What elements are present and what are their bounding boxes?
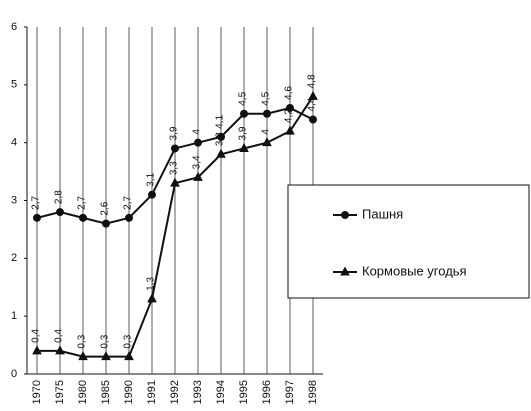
data-label: 4,1 [215,115,226,129]
x-tick-label: 1996 [261,380,273,404]
data-point [170,177,180,187]
y-tick-label: 6 [11,21,17,33]
data-label: 2,7 [31,196,42,210]
data-point [148,190,156,199]
data-point [285,125,295,135]
x-tick-label: 1998 [307,380,319,404]
data-point [56,208,64,217]
data-label: 4,8 [307,74,318,88]
x-tick-label: 1992 [169,380,181,404]
data-point [55,345,65,355]
data-point [309,115,317,124]
x-tick-label: 1995 [238,380,250,404]
data-label: 4,4 [307,97,318,111]
data-point [263,109,271,118]
data-label: 3,1 [146,172,157,186]
x-tick-label: 1975 [54,380,66,404]
data-label: 3,9 [238,126,249,140]
legend-marker [341,211,349,219]
data-label: 3,9 [169,126,180,140]
data-point [240,109,248,118]
x-tick-label: 1990 [123,380,135,404]
data-point [32,345,42,355]
data-point [147,293,157,303]
data-label: 4,5 [261,91,272,105]
data-point [194,138,202,147]
legend-marker [340,266,350,276]
data-label: 1,3 [146,276,157,290]
legend-box [287,184,530,299]
data-label: 3,4 [192,155,203,169]
data-point [101,351,111,361]
data-label: 0,3 [77,334,88,348]
data-point [79,213,87,222]
data-label: 4,2 [284,109,295,123]
y-tick-label: 5 [11,79,17,91]
x-tick-label: 1997 [284,380,296,404]
data-point [193,171,203,181]
data-label: 4 [261,129,272,135]
data-point [124,351,134,361]
y-tick-label: 0 [11,368,17,380]
x-tick-label: 1994 [215,380,227,404]
data-point [216,148,226,158]
x-tick-label: 1980 [77,380,89,404]
y-tick-label: 3 [11,194,17,206]
x-tick-label: 1985 [100,380,112,404]
data-label: 3,8 [215,132,226,146]
legend-text: Пашня [362,206,403,221]
data-point [171,144,179,153]
data-point [239,142,249,152]
data-label: 2,7 [77,196,88,210]
data-point [217,132,225,141]
data-point [33,213,41,222]
x-tick-label: 1970 [31,380,43,404]
y-tick-label: 1 [11,310,17,322]
legend-text: Кормовые угодья [362,263,467,278]
data-label: 3,3 [169,161,180,175]
data-label: 2,8 [54,190,65,204]
data-point [78,351,88,361]
y-tick-label: 4 [11,137,17,149]
x-tick-label: 1993 [192,380,204,404]
x-tick-label: 1991 [146,380,158,404]
data-label: 0,4 [54,329,65,343]
data-label: 0,3 [123,334,134,348]
data-point [262,137,272,147]
y-tick-label: 2 [11,252,17,264]
data-point [125,213,133,222]
data-label: 0,3 [100,334,111,348]
data-label: 2,6 [100,201,111,215]
data-point [286,103,294,112]
data-label: 4,6 [284,86,295,100]
data-point [102,219,110,228]
data-label: 0,4 [31,329,42,343]
data-label: 4 [192,129,203,135]
data-point [308,90,318,100]
data-label: 4,5 [238,91,249,105]
data-label: 2,7 [123,196,134,210]
